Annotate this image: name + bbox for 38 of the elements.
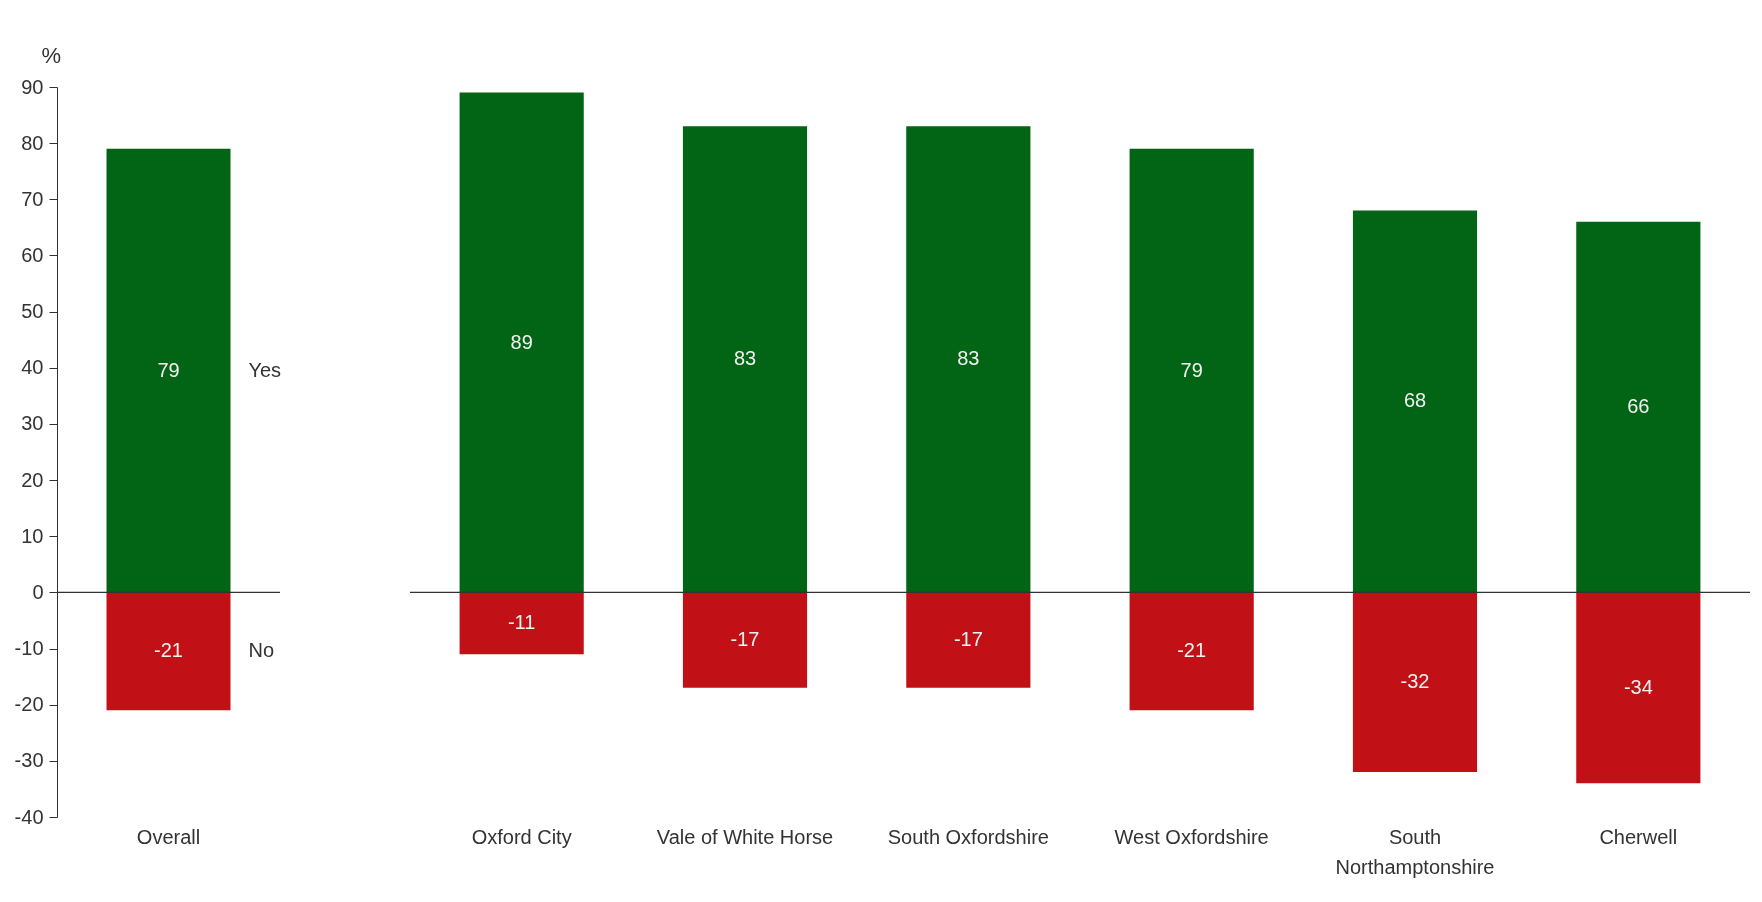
x-tick-label: Overall <box>136 825 201 848</box>
data-label: 89 <box>510 330 533 353</box>
series-label: No <box>248 639 275 662</box>
data-label: 79 <box>157 358 180 381</box>
y-tick-label: 0 <box>32 580 44 603</box>
y-tick-label: 50 <box>21 300 44 323</box>
y-tick-label: 80 <box>21 131 44 154</box>
x-tick-label: South Oxfordshire <box>887 825 1049 848</box>
data-label: -21 <box>1177 639 1207 662</box>
x-tick-label: Cherwell <box>1599 825 1678 848</box>
y-tick-label: 30 <box>21 412 44 435</box>
y-tick-label: -10 <box>14 637 44 660</box>
y-tick-label: 60 <box>21 243 44 266</box>
data-label: -11 <box>507 611 536 634</box>
y-tick-label: 90 <box>21 75 44 98</box>
data-label: 83 <box>957 347 980 370</box>
y-tick-label: -40 <box>14 805 44 828</box>
y-tick-label: 40 <box>21 356 44 379</box>
y-tick-label: 20 <box>21 468 44 491</box>
x-tick-label: South Northamptonshire <box>1335 825 1495 878</box>
data-label: 79 <box>1180 358 1203 381</box>
y-axis-title: % <box>41 42 62 68</box>
x-tick-label: West Oxfordshire <box>1114 825 1269 848</box>
data-label: -32 <box>1400 670 1430 693</box>
data-label: -34 <box>1623 675 1653 698</box>
data-label: -17 <box>730 628 760 651</box>
series-label: Yes <box>248 358 282 381</box>
data-label: 83 <box>733 347 757 370</box>
y-tick-label: 70 <box>21 187 44 210</box>
y-tick-label: -30 <box>14 749 44 772</box>
x-tick-label: Vale of White Horse <box>656 825 834 848</box>
data-label: -17 <box>953 628 983 651</box>
data-label: -21 <box>154 639 183 662</box>
x-tick-label: Oxford City <box>471 825 572 848</box>
y-tick-label: 10 <box>21 524 44 547</box>
y-tick-label: -20 <box>14 693 44 716</box>
data-label: 66 <box>1627 395 1650 418</box>
data-label: 68 <box>1403 389 1427 412</box>
